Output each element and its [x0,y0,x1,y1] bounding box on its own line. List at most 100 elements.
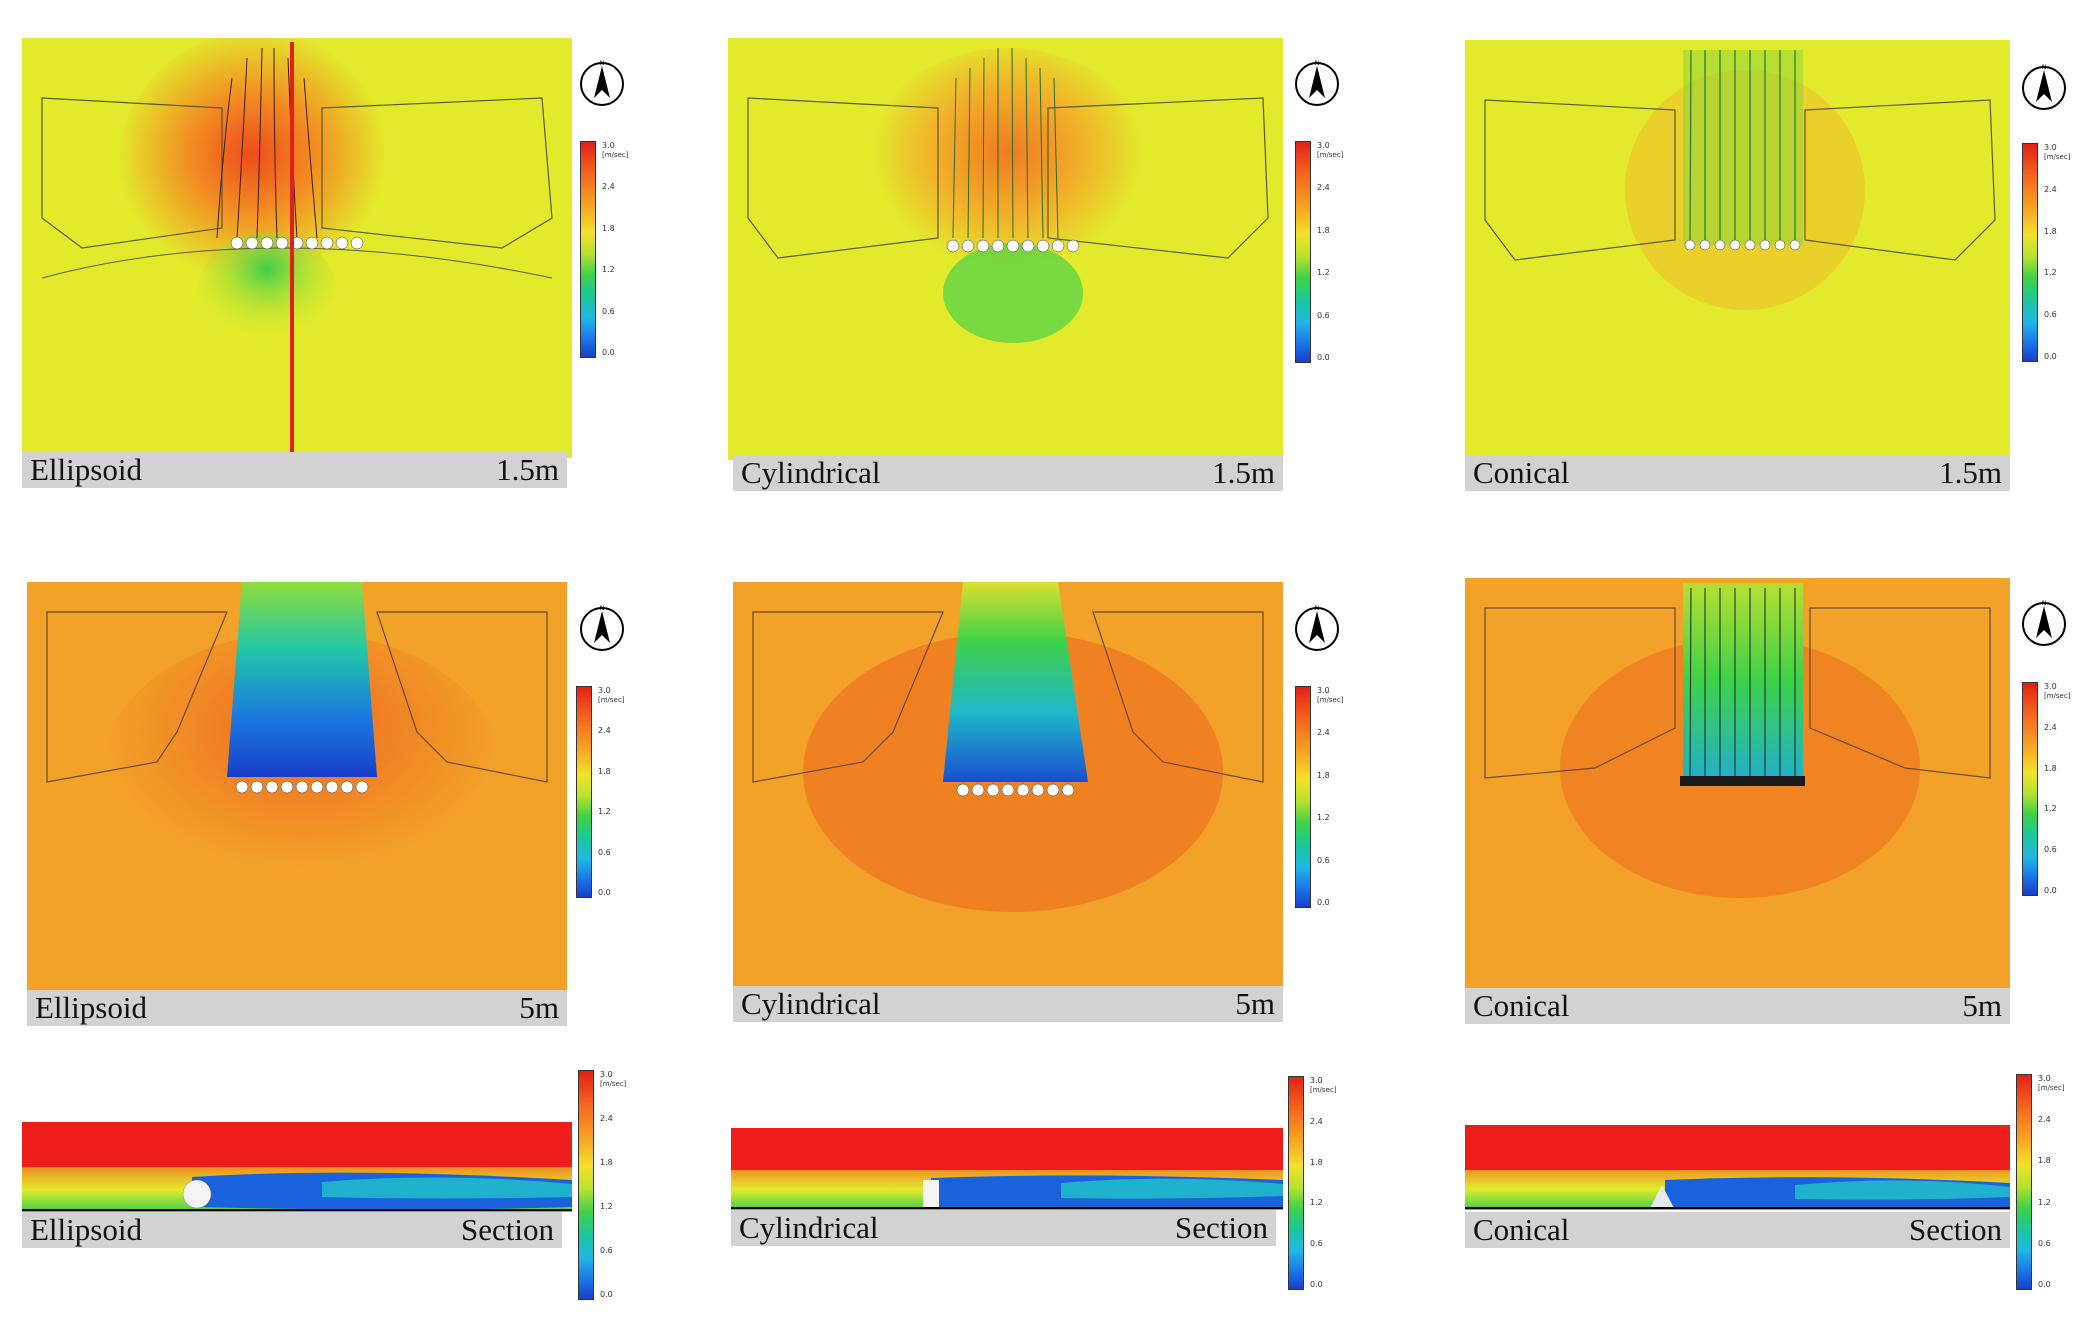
shape-label: Ellipsoid [30,1212,142,1247]
legend-tick-label: 3.0 [602,141,615,150]
legend-tick-label: 2.4 [602,182,615,192]
section-plot [731,1128,1283,1210]
velocity-plot [22,38,572,458]
color-scale-bar [1295,141,1311,363]
legend-tick-label: 0.0 [1317,353,1330,362]
svg-text:N: N [1315,60,1320,67]
shape-label: Conical [1473,1212,1570,1247]
legend-tick-label: 2.4 [2044,722,2057,732]
north-arrow-icon: N [2020,64,2068,112]
level-label: Section [1175,1210,1268,1245]
panel-caption: Conical Section [1465,1212,2010,1248]
legend-tick-label: 2.4 [600,1114,613,1123]
legend-unit: [m/sec] [2038,1084,2065,1092]
legend-tick-label: 0.0 [1317,898,1330,907]
velocity-plot [1465,40,2010,460]
north-arrow-icon: N [578,60,626,108]
legend-tick-label: 0.0 [1310,1280,1323,1289]
level-label: Section [1909,1212,2002,1247]
legend-tick-label: 3.0 [2044,143,2057,152]
north-arrow-icon: N [2020,600,2068,648]
color-scale-bar [576,686,592,898]
legend-tick-label: 1.2 [2038,1197,2051,1207]
legend-tick-label: 1.8 [598,766,611,776]
shape-label: Ellipsoid [35,990,147,1025]
color-scale-bar [1288,1076,1304,1290]
shape-label: Ellipsoid [30,452,142,487]
legend-tick-label: 0.6 [1317,310,1330,320]
color-scale-bar [2022,143,2038,362]
legend-tick-label: 1.8 [1317,770,1330,780]
legend-tick-label: 1.8 [2038,1156,2051,1166]
section-plot [1465,1125,2010,1210]
legend-tick-label: 0.0 [2044,352,2057,361]
legend-tick-label: 1.2 [598,807,611,817]
svg-text:N: N [600,605,605,612]
legend-tick-label: 0.0 [598,888,611,897]
legend-tick-label: 0.0 [602,348,615,357]
velocity-plot [27,582,567,992]
panel-caption: Conical 5m [1465,988,2010,1024]
panel-caption: Cylindrical 1.5m [733,455,1283,491]
level-label: 1.5m [1939,455,2002,490]
svg-text:N: N [2042,64,2047,71]
shape-label: Conical [1473,988,1570,1023]
legend-tick-label: 1.8 [1310,1157,1323,1167]
legend-tick-label: 1.2 [600,1202,613,1211]
level-label: 5m [1235,986,1275,1021]
color-scale-bar [1295,686,1311,908]
legend-tick-label: 0.6 [1310,1239,1323,1249]
legend-tick-label: 1.2 [1310,1198,1323,1208]
panel-caption: Cylindrical Section [731,1210,1276,1246]
shape-label: Cylindrical [741,455,881,490]
legend-tick-label: 3.0 [1310,1076,1323,1085]
velocity-plot [728,38,1283,460]
level-label: 1.5m [1212,455,1275,490]
legend-tick-label: 3.0 [1317,686,1330,695]
panel-caption: Ellipsoid 1.5m [22,452,567,488]
legend-tick-label: 3.0 [600,1070,613,1079]
legend-unit: [m/sec] [600,1080,627,1088]
legend-tick-label: 2.4 [1310,1116,1323,1126]
color-scale-bar [578,1070,594,1300]
legend-tick-label: 2.4 [598,726,611,736]
legend-tick-label: 1.8 [602,223,615,233]
svg-text:N: N [600,60,605,67]
legend-unit: [m/sec] [2044,692,2071,700]
legend-unit: [m/sec] [598,696,625,704]
legend-tick-label: 0.6 [600,1246,613,1255]
shape-label: Cylindrical [741,986,881,1021]
legend-tick-label: 0.6 [598,847,611,857]
legend-tick-label: 0.6 [2044,845,2057,855]
north-arrow-icon: N [1293,605,1341,653]
velocity-plot [733,582,1283,992]
panel-caption: Ellipsoid Section [22,1212,562,1248]
panel-caption: Ellipsoid 5m [27,990,567,1026]
legend-tick-label: 1.8 [2044,226,2057,236]
legend-tick-label: 1.2 [2044,268,2057,278]
legend-unit: [m/sec] [2044,153,2071,161]
panel-caption: Conical 1.5m [1465,455,2010,491]
legend-tick-label: 2.4 [2044,184,2057,194]
legend-tick-label: 3.0 [2044,682,2057,691]
legend-tick-label: 3.0 [1317,141,1330,150]
velocity-plot [1465,578,2010,990]
legend-tick-label: 3.0 [2038,1074,2051,1083]
legend-tick-label: 1.8 [2044,763,2057,773]
panel-caption: Cylindrical 5m [733,986,1283,1022]
color-scale-bar [580,141,596,358]
legend-tick-label: 0.6 [1317,855,1330,865]
legend-tick-label: 1.2 [1317,268,1330,278]
legend-tick-label: 0.0 [2038,1280,2051,1289]
svg-text:N: N [2042,600,2047,607]
legend-tick-label: 1.2 [2044,804,2057,814]
shape-label: Cylindrical [739,1210,879,1245]
legend-unit: [m/sec] [602,151,629,159]
level-label: 1.5m [496,452,559,487]
legend-tick-label: 0.6 [2044,310,2057,320]
svg-text:N: N [1315,605,1320,612]
legend-unit: [m/sec] [1317,151,1344,159]
legend-tick-label: 2.4 [1317,728,1330,738]
legend-unit: [m/sec] [1317,696,1344,704]
legend-tick-label: 3.0 [598,686,611,695]
